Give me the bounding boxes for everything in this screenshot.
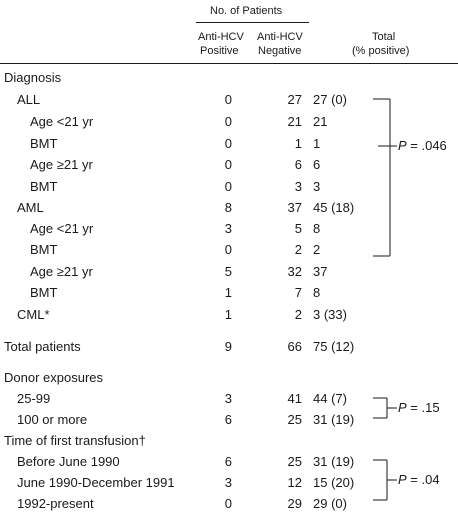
row-label: BMT xyxy=(30,242,58,257)
col-positive-header-line1: Anti-HCV xyxy=(198,31,244,43)
cell-negative: 6 xyxy=(294,157,302,172)
col-total-header-line2: (% positive) xyxy=(352,45,410,57)
cell-positive: 6 xyxy=(224,412,232,427)
col-negative-header-line1: Anti-HCV xyxy=(257,31,303,43)
row-label: Donor exposures xyxy=(4,370,103,385)
cell-positive: 3 xyxy=(224,391,232,406)
cell-total: 1 xyxy=(313,136,321,151)
cell-total: 31 (19) xyxy=(313,454,355,469)
cell-total: 29 (0) xyxy=(313,496,347,511)
group-header-underline xyxy=(196,22,309,23)
col-positive-header-line2: Positive xyxy=(200,45,239,57)
row-label: 1992-present xyxy=(17,496,94,511)
col-total-header-line1: Total xyxy=(372,31,396,43)
p-value-donor: P = .15 xyxy=(398,400,440,415)
cell-positive: 6 xyxy=(224,454,232,469)
col-negative-header-line2: Negative xyxy=(258,45,302,57)
cell-positive: 9 xyxy=(224,339,232,354)
cell-positive: 0 xyxy=(224,157,232,172)
cell-negative: 1 xyxy=(294,136,302,151)
cell-total: 45 (18) xyxy=(313,200,355,215)
cell-negative: 21 xyxy=(287,114,302,129)
cell-total: 3 xyxy=(313,179,321,194)
cell-total: 75 (12) xyxy=(313,339,355,354)
cell-negative: 32 xyxy=(287,264,302,279)
row-label: Before June 1990 xyxy=(17,454,120,469)
cell-positive: 1 xyxy=(224,307,232,322)
row-label: 25-99 xyxy=(17,391,51,406)
cell-positive: 0 xyxy=(224,179,232,194)
row-label: Diagnosis xyxy=(4,70,62,85)
cell-total: 21 xyxy=(313,114,328,129)
row-label: AML xyxy=(17,200,44,215)
row-label: Time of first transfusion† xyxy=(4,433,146,448)
cell-negative: 27 xyxy=(287,92,302,107)
cell-total: 2 xyxy=(313,242,321,257)
cell-negative: 25 xyxy=(287,454,302,469)
cell-negative: 29 xyxy=(287,496,302,511)
cell-negative: 12 xyxy=(287,475,302,490)
row-label: CML* xyxy=(17,307,50,322)
row-label: ALL xyxy=(17,92,41,107)
cell-total: 8 xyxy=(313,285,321,300)
cell-positive: 0 xyxy=(224,496,232,511)
cell-positive: 1 xyxy=(224,285,232,300)
cell-negative: 2 xyxy=(294,242,302,257)
cell-total: 8 xyxy=(313,221,321,236)
cell-total: 31 (19) xyxy=(313,412,355,427)
header-rule xyxy=(0,63,458,64)
cell-negative: 2 xyxy=(294,307,302,322)
row-label: Age <21 yr xyxy=(30,221,94,236)
row-label: BMT xyxy=(30,179,58,194)
cell-total: 27 (0) xyxy=(313,92,347,107)
cell-negative: 25 xyxy=(287,412,302,427)
row-label: Age ≥21 yr xyxy=(30,157,93,172)
cell-negative: 41 xyxy=(287,391,302,406)
row-label: Total patients xyxy=(4,339,81,354)
cell-positive: 3 xyxy=(224,221,232,236)
p-value-diagnosis: P = .046 xyxy=(398,138,447,153)
cell-total: 44 (7) xyxy=(313,391,347,406)
row-label: Age ≥21 yr xyxy=(30,264,93,279)
cell-positive: 8 xyxy=(224,200,232,215)
p-value-transfusion: P = .04 xyxy=(398,472,440,487)
row-label: BMT xyxy=(30,136,58,151)
row-label: Age <21 yr xyxy=(30,114,94,129)
cell-positive: 0 xyxy=(224,242,232,257)
cell-negative: 3 xyxy=(294,179,302,194)
cell-positive: 5 xyxy=(224,264,232,279)
row-label: June 1990-December 1991 xyxy=(17,475,175,490)
row-label: 100 or more xyxy=(17,412,88,427)
cell-negative: 66 xyxy=(287,339,302,354)
cell-total: 6 xyxy=(313,157,321,172)
group-header: No. of Patients xyxy=(210,5,283,17)
cell-positive: 0 xyxy=(224,114,232,129)
cell-positive: 3 xyxy=(224,475,232,490)
cell-total: 3 (33) xyxy=(313,307,347,322)
cell-negative: 7 xyxy=(294,285,302,300)
cell-positive: 0 xyxy=(224,92,232,107)
cell-total: 15 (20) xyxy=(313,475,355,490)
cell-positive: 0 xyxy=(224,136,232,151)
cell-total: 37 xyxy=(313,264,328,279)
row-label: BMT xyxy=(30,285,58,300)
cell-negative: 37 xyxy=(287,200,302,215)
cell-negative: 5 xyxy=(294,221,302,236)
